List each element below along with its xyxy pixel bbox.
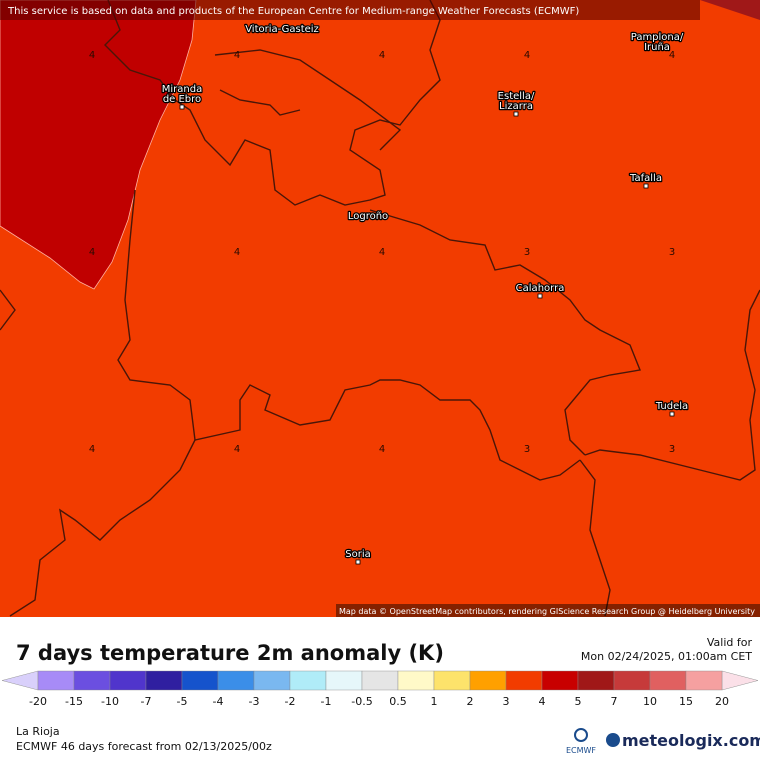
legend-swatch — [505, 670, 543, 691]
grid-value: 4 — [379, 247, 385, 258]
city-marker — [513, 111, 519, 117]
legend-swatch — [73, 670, 111, 691]
legend-tick-label: 2 — [467, 695, 474, 708]
city-label: Iruña — [644, 42, 670, 53]
legend-swatch — [145, 670, 183, 691]
legend-tick-label: 0.5 — [389, 695, 407, 708]
legend-tick-label: -7 — [141, 695, 152, 708]
legend-swatch — [685, 670, 723, 691]
city-marker — [179, 104, 185, 110]
legend-tick-label: 20 — [715, 695, 729, 708]
legend-under — [1, 670, 39, 691]
legend-tick-label: 7 — [611, 695, 618, 708]
legend-tick-label: -5 — [177, 695, 188, 708]
brand: meteologix.com — [622, 731, 760, 750]
legend-tick-label: 15 — [679, 695, 693, 708]
city-label: Tafalla — [629, 173, 662, 184]
legend-swatch — [433, 670, 471, 691]
city-label: Tudela — [655, 401, 688, 412]
boundaries — [0, 0, 760, 617]
legend-tick-label: 4 — [539, 695, 546, 708]
city-label: de Ebro — [163, 94, 201, 105]
city-marker — [537, 293, 543, 299]
grid-value: 3 — [669, 247, 675, 258]
grid-value: 4 — [524, 50, 530, 61]
legend: -20 -15 -10 -7 -5 -4 -3 -2 -1 -0.5 0.5 1 2 3 4 5 7 10 15 20 — [1, 670, 759, 708]
city-label: Pamplona/ — [631, 32, 684, 43]
legend-swatch — [649, 670, 687, 691]
forecast-info: ECMWF 46 days forecast from 02/13/2025/0… — [16, 740, 272, 753]
city-label: Soria — [345, 549, 370, 560]
legend-swatch — [325, 670, 363, 691]
attribution: This service is based on data and produc… — [7, 6, 579, 17]
city-label: Vitoria-Gasteiz — [245, 24, 319, 35]
ecmwf-logo: ECMWF — [566, 746, 596, 755]
legend-tick-label: -20 — [29, 695, 47, 708]
grid-value: 4 — [89, 50, 95, 61]
legend-swatch — [253, 670, 291, 691]
legend-tick-label: -0.5 — [351, 695, 372, 708]
legend-swatch — [397, 670, 435, 691]
grid-value: 3 — [524, 444, 530, 455]
city-label: Lizarra — [499, 101, 533, 112]
grid-value: 4 — [379, 444, 385, 455]
grid-value: 3 — [524, 247, 530, 258]
city-marker — [355, 559, 361, 565]
region: La Rioja — [16, 725, 60, 738]
anomaly-region-5 — [0, 0, 197, 290]
legend-swatch — [37, 670, 75, 691]
legend-tick-label: -3 — [249, 695, 260, 708]
legend-swatch — [361, 670, 399, 691]
legend-swatch — [469, 670, 507, 691]
valid-time: Mon 02/24/2025, 01:00am CET — [581, 650, 752, 663]
legend-tick-label: -1 — [321, 695, 332, 708]
footer-title: 7 days temperature 2m anomaly (K) — [16, 641, 444, 665]
legend-tick-label: -15 — [65, 695, 83, 708]
legend-tick-label: 5 — [575, 695, 582, 708]
legend-tick-label: -10 — [101, 695, 119, 708]
legend-swatch — [577, 670, 615, 691]
map-credit: Map data © OpenStreetMap contributors, r… — [339, 607, 755, 616]
ecmwf-icon — [574, 728, 588, 742]
legend-tick-label: 10 — [643, 695, 657, 708]
grid-value: 4 — [234, 444, 240, 455]
attribution-bar — [0, 0, 700, 20]
credit-bar — [336, 604, 760, 617]
city-marker — [669, 411, 675, 417]
grid-value: 4 — [379, 50, 385, 61]
city-label: Miranda — [162, 84, 202, 95]
legend-tick-label: 3 — [503, 695, 510, 708]
legend-swatch — [217, 670, 255, 691]
legend-swatch — [181, 670, 219, 691]
legend-swatch — [541, 670, 579, 691]
grid-value: 4 — [89, 247, 95, 258]
grid-value: 4 — [234, 247, 240, 258]
legend-tick-label: -2 — [285, 695, 296, 708]
legend-swatch — [289, 670, 327, 691]
city-label: Estella/ — [498, 91, 535, 102]
legend-swatch — [109, 670, 147, 691]
valid-label: Valid for — [707, 636, 753, 649]
grid-value: 4 — [234, 50, 240, 61]
anomaly-region-7 — [700, 0, 760, 20]
brand-icon — [606, 733, 620, 747]
grid-value: 4 — [89, 444, 95, 455]
city-label: Logroño — [348, 211, 388, 222]
grid-value: 4 — [669, 50, 675, 61]
city-label: Calahorra — [516, 283, 565, 294]
grid-value: 3 — [669, 444, 675, 455]
legend-tick-label: -4 — [213, 695, 224, 708]
legend-swatch — [613, 670, 651, 691]
legend-tick-label: 1 — [431, 695, 438, 708]
grid-values: 4 4 4 4 4 4 4 4 3 3 4 4 4 3 3 — [89, 50, 675, 455]
city-marker — [643, 183, 649, 189]
legend-over — [721, 670, 759, 691]
